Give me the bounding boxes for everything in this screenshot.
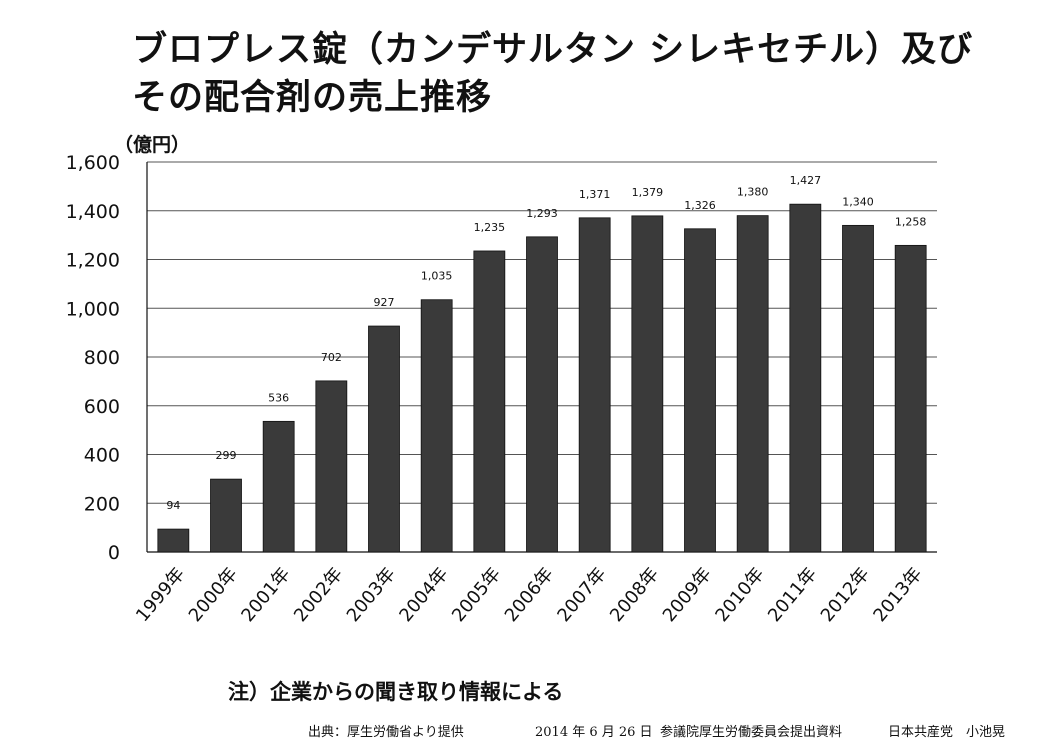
y-tick-label: 600 (84, 396, 120, 418)
x-tick-label: 2003年 (343, 564, 400, 626)
data-label: 1,371 (579, 188, 611, 201)
data-label: 1,340 (842, 195, 874, 208)
chart-title: ブロプレス錠（カンデサルタン シレキセチル）及び その配合剤の売上推移 (132, 26, 973, 122)
x-tick-label: 1999年 (132, 564, 189, 626)
y-tick-label: 1,600 (66, 152, 120, 174)
x-tick-label: 2006年 (501, 564, 558, 626)
data-label: 1,427 (790, 174, 822, 187)
x-tick-label: 2012年 (817, 564, 874, 626)
data-label: 94 (166, 499, 180, 512)
data-label: 1,293 (526, 207, 558, 220)
data-label: 1,326 (684, 199, 716, 212)
x-tick-label: 2004年 (395, 564, 452, 626)
data-label: 1,235 (474, 221, 506, 234)
bar (526, 236, 558, 553)
data-label: 1,380 (737, 186, 769, 199)
y-tick-label: 200 (84, 493, 120, 515)
bar (842, 224, 874, 553)
bar (315, 380, 348, 553)
footer-date: 2014 年 6 月 26 日 (535, 725, 653, 740)
y-tick-label: 1,200 (66, 250, 120, 272)
y-tick-label: 800 (84, 347, 120, 369)
x-tick-label: 2010年 (711, 564, 768, 626)
x-tick-label: 2009年 (659, 564, 716, 626)
bar-chart: 0 200 400 600 800 1,000 1,200 1,400 1,600（億円） 94 1… (66, 133, 937, 626)
bar (210, 478, 242, 553)
bar (736, 215, 769, 553)
bar (262, 420, 295, 553)
y-tick-label: 1,000 (66, 298, 120, 320)
source-note: 注）企業からの聞き取り情報による (228, 680, 564, 704)
data-label: 299 (216, 449, 237, 462)
footer-party: 日本共産党 小池晃 (888, 725, 1006, 740)
chart-title-line-2: その配合剤の売上推移 (132, 78, 493, 118)
y-tick-label: 400 (84, 445, 120, 467)
x-tick-label: 2005年 (448, 564, 505, 626)
x-tick-label: 2008年 (606, 564, 663, 626)
x-tick-label: 2002年 (290, 564, 347, 626)
footer-committee: 参議院厚生労働委員会提出資料 (660, 725, 843, 740)
y-axis-label: （億円） (114, 133, 190, 156)
y-tick-label: 1,400 (66, 201, 120, 223)
data-label: 536 (268, 391, 289, 404)
x-tick-label: 2011年 (764, 564, 821, 626)
data-label: 1,035 (421, 270, 453, 283)
bar (894, 244, 927, 553)
data-label: 1,379 (632, 186, 664, 199)
x-tick-label: 2000年 (185, 564, 242, 626)
data-label: 927 (374, 296, 395, 309)
x-tick-label: 2013年 (869, 564, 926, 626)
footer-source: 出典：厚生労働省より提供 (308, 725, 464, 740)
bar (420, 299, 453, 553)
bar (684, 228, 716, 553)
x-tick-label: 2001年 (237, 564, 294, 626)
chart-title-line-1: ブロプレス錠（カンデサルタン シレキセチル）及び (132, 30, 974, 70)
bar (368, 325, 400, 553)
bar (157, 528, 190, 553)
bar (631, 215, 664, 553)
bar (473, 250, 506, 553)
bar (789, 203, 822, 553)
data-label: 1,258 (895, 215, 927, 228)
data-label: 702 (321, 351, 342, 364)
x-tick-label: 2007年 (553, 564, 610, 626)
y-tick-label: 0 (108, 542, 120, 564)
bar (578, 217, 611, 553)
